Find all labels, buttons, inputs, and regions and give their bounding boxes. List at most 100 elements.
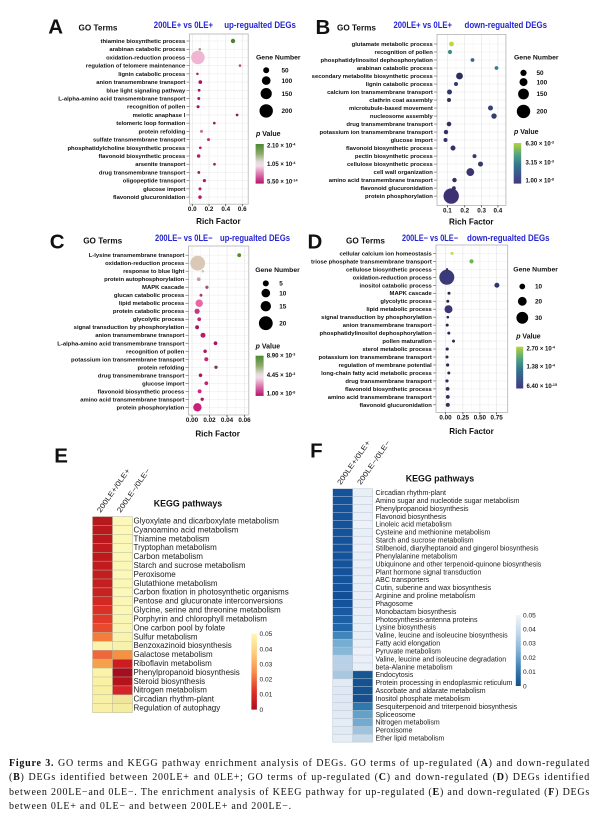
- svg-text:200: 200: [537, 109, 548, 116]
- svg-text:Porphyrin and chlorophyll meta: Porphyrin and chlorophyll metabolism: [134, 615, 268, 624]
- svg-text:Gene Number: Gene Number: [255, 267, 300, 274]
- svg-text:Circadian rhythm-plant: Circadian rhythm-plant: [376, 490, 446, 497]
- svg-text:blue light signaling pathway: blue light signaling pathway: [106, 88, 186, 94]
- svg-text:down-regualted DEGs: down-regualted DEGs: [467, 233, 550, 243]
- svg-text:flavonoid biosynthetic process: flavonoid biosynthetic process: [98, 389, 185, 395]
- svg-text:200: 200: [282, 108, 293, 115]
- svg-text:3.15 × 10-3: 3.15 × 10-3: [526, 159, 554, 166]
- svg-text:regulation of telomere mainten: regulation of telomere maintenance: [86, 64, 186, 70]
- svg-text:Pyruvate metabolism: Pyruvate metabolism: [376, 649, 442, 656]
- svg-text:protein phosphorylation: protein phosphorylation: [365, 194, 433, 200]
- svg-text:0.02: 0.02: [260, 677, 273, 684]
- svg-text:0.04: 0.04: [260, 646, 273, 653]
- svg-text:down-regualted DEGs: down-regualted DEGs: [465, 20, 548, 30]
- svg-text:0.00: 0.00: [186, 417, 199, 424]
- svg-text:flavonoid glucuronidation: flavonoid glucuronidation: [113, 195, 186, 201]
- svg-text:Cutin, suberine and wax biosyn: Cutin, suberine and wax biosynthesis: [376, 585, 492, 592]
- svg-text:MAPK cascade: MAPK cascade: [142, 285, 185, 291]
- svg-text:Rich Factor: Rich Factor: [195, 430, 240, 439]
- svg-text:flavonoid biosynthetic process: flavonoid biosynthetic process: [99, 154, 186, 160]
- svg-text:oligopeptide transport: oligopeptide transport: [123, 179, 186, 185]
- svg-text:Linoleic acid metabolism: Linoleic acid metabolism: [376, 522, 452, 529]
- svg-text:glutamate metabolic process: glutamate metabolic process: [352, 42, 434, 48]
- svg-text:anion transmembrane transport: anion transmembrane transport: [343, 323, 432, 329]
- svg-text:drug transmembrane transport: drug transmembrane transport: [99, 170, 185, 176]
- svg-text:triose phosphate transmembrane: triose phosphate transmembrane transport: [311, 259, 432, 265]
- svg-text:0.03: 0.03: [523, 641, 536, 648]
- svg-text:5: 5: [279, 281, 283, 288]
- svg-text:0.04: 0.04: [523, 627, 536, 634]
- svg-text:recognition of pollen: recognition of pollen: [126, 349, 185, 355]
- svg-text:0.05: 0.05: [523, 612, 536, 619]
- svg-text:L-lysine transmembrane transpo: L-lysine transmembrane transport: [89, 253, 185, 259]
- svg-text:cellulose biosynthetic process: cellulose biosynthetic process: [347, 162, 433, 168]
- svg-text:glycolytic process: glycolytic process: [133, 317, 185, 323]
- svg-text:protein catabolic process: protein catabolic process: [113, 309, 185, 315]
- svg-text:200LE+ vs 0LE+: 200LE+ vs 0LE+: [394, 20, 453, 30]
- svg-text:C: C: [50, 230, 65, 253]
- svg-text:L-alpha-amino acid transmembra: L-alpha-amino acid transmembrane transpo…: [58, 97, 185, 103]
- svg-text:Fatty acid elongation: Fatty acid elongation: [376, 641, 441, 648]
- svg-text:Glyoxylate and dicarboxylate m: Glyoxylate and dicarboxylate metabolism: [134, 517, 280, 526]
- svg-text:Monobactam biosynthesis: Monobactam biosynthesis: [376, 609, 457, 616]
- svg-text:10: 10: [279, 290, 287, 297]
- svg-text:One carbon pool by folate: One carbon pool by folate: [134, 623, 226, 632]
- svg-text:Carbon fixation in photosynthe: Carbon fixation in photosynthetic organi…: [134, 588, 289, 597]
- svg-text:glucose import: glucose import: [391, 138, 433, 144]
- svg-text:8.90 × 10-3: 8.90 × 10-3: [267, 353, 295, 360]
- svg-text:E: E: [54, 445, 68, 468]
- svg-text:Regulation of autophagy: Regulation of autophagy: [134, 704, 221, 713]
- svg-text:flavonoid biosynthetic process: flavonoid biosynthetic process: [345, 387, 432, 393]
- svg-text:10: 10: [535, 284, 543, 291]
- svg-text:0.50: 0.50: [474, 414, 487, 421]
- svg-text:0.2: 0.2: [460, 207, 469, 214]
- svg-text:Phenylpropanoid biosynthesis: Phenylpropanoid biosynthesis: [376, 506, 470, 513]
- svg-text:GO Terms: GO Terms: [83, 236, 122, 245]
- svg-text:Cysteine and methionine metabo: Cysteine and methionine metabolism: [376, 530, 491, 537]
- svg-text:Photosynthesis-antenna protein: Photosynthesis-antenna proteins: [376, 617, 478, 624]
- svg-text:100: 100: [282, 78, 293, 85]
- svg-text:recognition of pollen: recognition of pollen: [127, 105, 186, 111]
- svg-text:Ubiquinone and other terpenoid: Ubiquinone and other terpenoid-quinone b…: [376, 561, 542, 568]
- svg-text:protein autophosphorylation: protein autophosphorylation: [104, 277, 185, 283]
- svg-text:potassium ion transmembrane tr: potassium ion transmembrane transport: [320, 130, 433, 136]
- svg-text:pectin biosynthetic process: pectin biosynthetic process: [355, 154, 434, 160]
- svg-text:20: 20: [535, 299, 543, 306]
- svg-text:KEGG pathways: KEGG pathways: [154, 499, 223, 509]
- svg-text:0: 0: [523, 683, 527, 690]
- svg-text:KEGG pathways: KEGG pathways: [406, 474, 475, 484]
- svg-text:protein refolding: protein refolding: [139, 129, 186, 135]
- svg-text:amino acid transmembrane trans: amino acid transmembrane transport: [329, 178, 433, 184]
- svg-text:lipid metabolic process: lipid metabolic process: [119, 301, 185, 307]
- svg-text:150: 150: [537, 91, 548, 98]
- svg-text:20: 20: [279, 320, 287, 327]
- svg-text:lipid metabolic process: lipid metabolic process: [366, 307, 432, 313]
- svg-text:Rich Factor: Rich Factor: [449, 427, 494, 436]
- svg-text:0.25: 0.25: [457, 414, 470, 421]
- svg-text:Sesquiterpenoid and triterpeno: Sesquiterpenoid and triterpenoid biosynt…: [376, 704, 518, 711]
- svg-text:p Value: p Value: [513, 129, 539, 136]
- svg-text:Nitrogen metabolism: Nitrogen metabolism: [376, 720, 440, 727]
- svg-text:protein refolding: protein refolding: [138, 365, 185, 371]
- svg-text:B: B: [316, 16, 331, 39]
- svg-text:Gene Number: Gene Number: [256, 55, 301, 62]
- svg-text:0.05: 0.05: [260, 631, 273, 638]
- svg-text:Amino sugar and nucleotide sug: Amino sugar and nucleotide sugar metabol…: [376, 498, 520, 505]
- svg-text:6.40 × 10-15: 6.40 × 10-15: [527, 383, 558, 390]
- svg-text:potassium ion transmembrane tr: potassium ion transmembrane transport: [319, 355, 432, 361]
- svg-text:inositol catabolic process: inositol catabolic process: [359, 283, 432, 289]
- svg-text:L-alpha-amino acid transmembra: L-alpha-amino acid transmembrane transpo…: [57, 341, 184, 347]
- svg-text:microtubule-based movement: microtubule-based movement: [349, 106, 433, 112]
- svg-text:glucose import: glucose import: [143, 187, 185, 193]
- svg-text:0.3: 0.3: [477, 207, 486, 214]
- svg-text:glucan catabolic process: glucan catabolic process: [114, 293, 185, 299]
- svg-text:0.04: 0.04: [221, 417, 234, 424]
- svg-text:0.4: 0.4: [221, 206, 230, 213]
- svg-text:oxidation-reduction process: oxidation-reduction process: [353, 275, 433, 281]
- svg-text:Phenylpropanoid biosynthesis: Phenylpropanoid biosynthesis: [134, 668, 240, 677]
- svg-text:meiotic anaphase I: meiotic anaphase I: [133, 113, 186, 119]
- svg-text:MAPK cascade: MAPK cascade: [390, 291, 433, 297]
- svg-text:Phenylalanine metabolism: Phenylalanine metabolism: [376, 553, 458, 560]
- svg-text:Glutathione metabolism: Glutathione metabolism: [134, 579, 218, 588]
- svg-text:Glycine, serine and threonine: Glycine, serine and threonine metabolism: [134, 606, 282, 615]
